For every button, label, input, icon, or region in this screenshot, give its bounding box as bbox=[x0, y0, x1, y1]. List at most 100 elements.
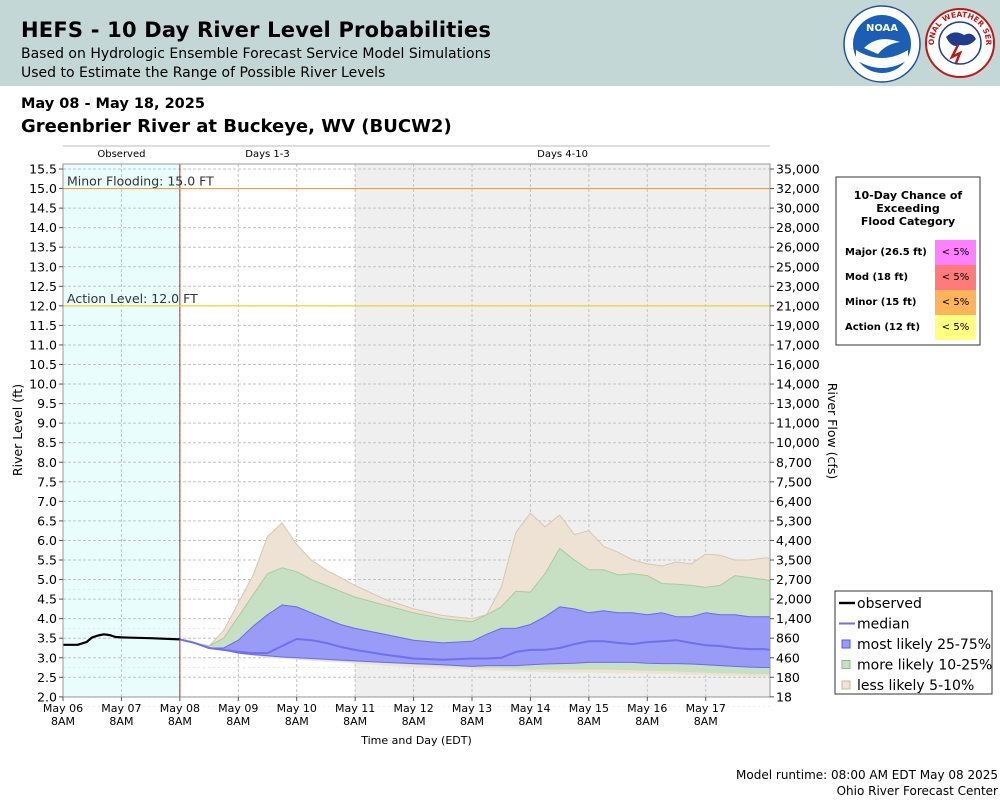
page-title: HEFS - 10 Day River Level Probabilities bbox=[21, 18, 492, 42]
y-tick-label: 12.5 bbox=[29, 279, 57, 294]
y2-tick-label: 25,000 bbox=[776, 259, 820, 274]
y-tick-label: 6.0 bbox=[37, 533, 57, 548]
flood-table-title: Exceeding bbox=[876, 202, 939, 215]
y-tick-label: 3.0 bbox=[37, 650, 57, 665]
flood-table-cell bbox=[935, 315, 976, 340]
y-tick-label: 6.5 bbox=[37, 513, 57, 528]
y-tick-label: 15.0 bbox=[29, 181, 57, 196]
flood-table-value: < 5% bbox=[942, 322, 969, 333]
nws-logo: NATIONAL WEATHER SERVICE bbox=[924, 3, 995, 78]
x-tick-label: May 13 bbox=[452, 702, 492, 715]
x-tick-label: 8AM bbox=[402, 715, 426, 728]
legend-label: observed bbox=[857, 596, 922, 612]
threshold-lines: Minor Flooding: 15.0 FT Action Level: 12.… bbox=[63, 164, 770, 697]
y2-tick-label: 1,400 bbox=[776, 611, 812, 626]
flood-table-row-label: Mod (18 ft) bbox=[845, 272, 908, 283]
x-tick-label: May 06 bbox=[43, 702, 83, 715]
y-tick-label: 9.5 bbox=[37, 396, 57, 411]
y2-tick-label: 10,000 bbox=[776, 435, 820, 450]
flood-table-cell bbox=[935, 290, 976, 315]
y2-tick-label: 460 bbox=[776, 650, 800, 665]
x-tick-label: May 10 bbox=[277, 702, 317, 715]
x-tick-label: 8AM bbox=[635, 715, 659, 728]
y2-tick-label: 26,000 bbox=[776, 240, 820, 255]
x-tick-label: May 17 bbox=[686, 702, 726, 715]
legend-label: more likely 10-25% bbox=[857, 658, 992, 674]
period-label: Days 1-3 bbox=[245, 149, 289, 160]
y-tick-label: 13.0 bbox=[29, 259, 57, 274]
observed-line bbox=[63, 633, 180, 646]
flood-table-value: < 5% bbox=[942, 272, 969, 283]
y-tick-label: 4.5 bbox=[37, 592, 57, 607]
band-25-75-pct bbox=[179, 605, 770, 668]
y2-tick-label: 5,300 bbox=[776, 513, 812, 528]
x-tick-label: 8AM bbox=[109, 715, 133, 728]
x-tick-label: May 16 bbox=[627, 702, 667, 715]
y2-tick-label: 30,000 bbox=[776, 201, 820, 216]
legend: observed median most likely 25-75% more lik… bbox=[834, 590, 993, 695]
y2-tick-label: 18 bbox=[776, 689, 792, 704]
y2-axis-title: River Flow (cfs) bbox=[825, 383, 840, 479]
x-tick-label: May 12 bbox=[393, 702, 433, 715]
y2-tick-label: 35,000 bbox=[776, 162, 820, 177]
p90-edge bbox=[179, 547, 771, 647]
legend-label: most likely 25-75% bbox=[857, 637, 991, 653]
y-tick-label: 10.0 bbox=[29, 377, 57, 392]
y2-tick-label: 13,000 bbox=[776, 396, 820, 411]
y2-tick-label: 8,700 bbox=[776, 455, 812, 470]
forecast-center: Ohio River Forecast Center bbox=[836, 784, 998, 798]
threshold-label: Minor Flooding: 15.0 FT bbox=[67, 174, 214, 189]
y-tick-label: 3.5 bbox=[37, 631, 57, 646]
p75-edge bbox=[179, 604, 770, 649]
y-tick-label: 7.0 bbox=[37, 494, 57, 509]
x-tick-label: 8AM bbox=[285, 715, 309, 728]
x-tick-label: May 15 bbox=[569, 702, 609, 715]
x-tick-label: May 08 bbox=[160, 702, 200, 715]
noaa-logo: NOAA bbox=[843, 5, 921, 83]
median-line bbox=[179, 638, 771, 661]
flood-table-cell bbox=[935, 240, 976, 265]
y-axis-title: River Level (ft) bbox=[10, 384, 25, 476]
flood-table-row-label: Major (26.5 ft) bbox=[845, 247, 927, 258]
noaa-logo-text: NOAA bbox=[866, 23, 898, 34]
legend-label: less likely 5-10% bbox=[857, 678, 974, 694]
x-tick-label: May 07 bbox=[101, 702, 141, 715]
flood-table-row-label: Minor (15 ft) bbox=[845, 297, 916, 308]
flood-table-title: Flood Category bbox=[861, 215, 955, 228]
y2-tick-label: 19,000 bbox=[776, 318, 820, 333]
x-tick-label: 8AM bbox=[51, 715, 75, 728]
flood-table-cell bbox=[935, 265, 976, 290]
y2-tick-label: 14,000 bbox=[776, 377, 820, 392]
y-tick-label: 5.0 bbox=[37, 572, 57, 587]
x-tick-label: May 09 bbox=[218, 702, 258, 715]
x-tick-label: 8AM bbox=[168, 715, 192, 728]
page-subtitle-1: Based on Hydrologic Ensemble Forecast Se… bbox=[21, 46, 491, 62]
threshold-label: Action Level: 12.0 FT bbox=[67, 291, 198, 306]
y2-tick-label: 2,000 bbox=[776, 592, 812, 607]
y-tick-label: 2.5 bbox=[37, 670, 57, 685]
x-tick-label: 8AM bbox=[460, 715, 484, 728]
y2-tick-label: 860 bbox=[776, 631, 800, 646]
y-tick-label: 11.0 bbox=[29, 337, 57, 352]
station-title: Greenbrier River at Buckeye, WV (BUCW2) bbox=[21, 116, 452, 137]
x-tick-label: May 11 bbox=[335, 702, 375, 715]
y2-tick-label: 23,000 bbox=[776, 279, 820, 294]
y-tick-label: 7.5 bbox=[37, 474, 57, 489]
y2-tick-label: 32,000 bbox=[776, 181, 820, 196]
flood-table-title: 10-Day Chance of bbox=[854, 189, 963, 202]
y-tick-label: 4.0 bbox=[37, 611, 57, 626]
y-tick-label: 10.5 bbox=[29, 357, 57, 372]
period-label: Days 4-10 bbox=[537, 149, 588, 160]
y2-tick-label: 21,000 bbox=[776, 298, 820, 313]
flood-table-row-label: Action (12 ft) bbox=[845, 322, 920, 333]
axes: 2.0 2.5 3.0 3.5 4.0 4.5 5.0 5.5 6.0 6.5 7.0 7.5 8.0 8… bbox=[10, 145, 840, 747]
y-tick-label: 5.5 bbox=[37, 553, 57, 568]
y2-tick-label: 11,000 bbox=[776, 416, 820, 431]
x-tick-label: 8AM bbox=[343, 715, 367, 728]
legend-swatch bbox=[841, 639, 851, 649]
y-tick-label: 13.5 bbox=[29, 240, 57, 255]
legend-box bbox=[834, 590, 993, 695]
y-tick-label: 14.5 bbox=[29, 201, 57, 216]
